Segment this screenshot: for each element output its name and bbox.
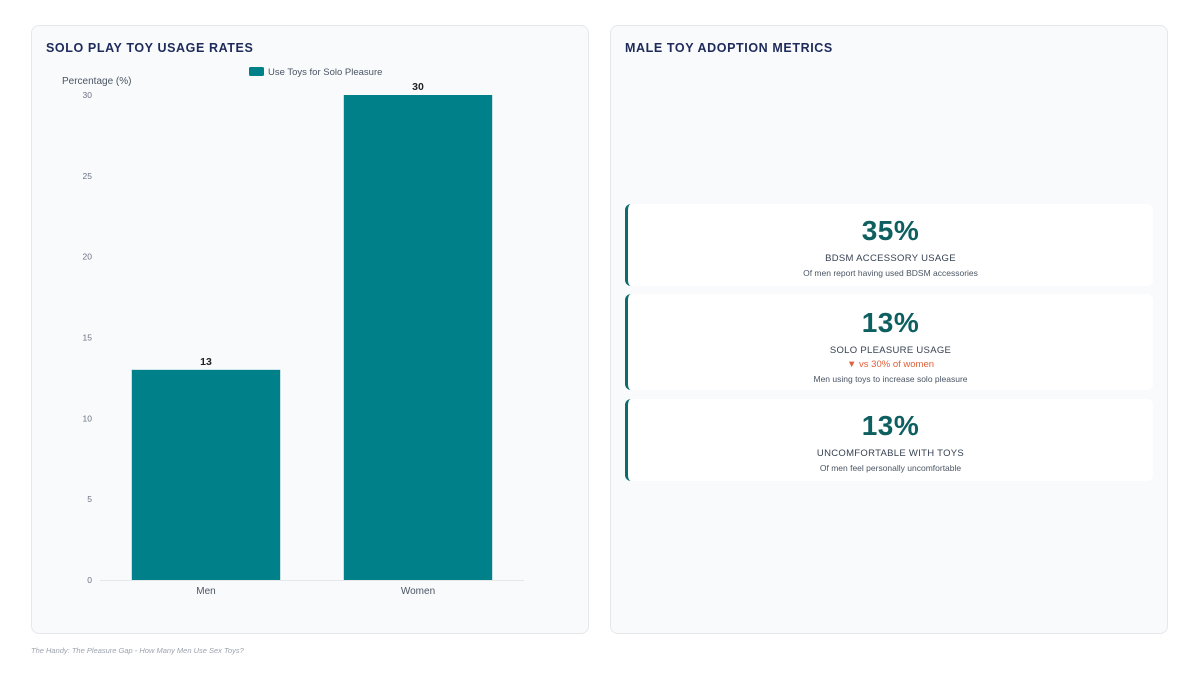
source-note: The Handy: The Pleasure Gap - How Many M… (31, 646, 244, 655)
metric-description: Of men report having used BDSM accessori… (803, 268, 978, 278)
y-tick-label: 30 (83, 90, 93, 100)
y-tick-label: 25 (83, 171, 93, 181)
chart-panel: SOLO PLAY TOY USAGE RATES Use Toys for S… (31, 25, 589, 634)
metric-value: 13% (861, 410, 920, 441)
legend-label: Use Toys for Solo Pleasure (268, 67, 382, 78)
y-tick-label: 10 (83, 413, 93, 423)
bar (343, 95, 493, 580)
x-tick-label: Men (196, 586, 215, 597)
chart-title: SOLO PLAY TOY USAGE RATES (46, 41, 254, 55)
legend-swatch (249, 67, 264, 76)
y-tick-label: 20 (83, 252, 93, 262)
bar-value-label: 30 (412, 81, 424, 93)
metric-card-solo: 13% SOLO PLEASURE USAGE ▼ vs 30% of wome… (625, 294, 1153, 390)
x-tick-label: Women (401, 586, 435, 597)
metric-value: 35% (861, 215, 920, 246)
y-tick-label: 15 (83, 333, 93, 343)
metric-card-uncomfortable: 13% UNCOMFORTABLE WITH TOYS Of men feel … (625, 399, 1153, 481)
y-tick-label: 0 (87, 575, 92, 585)
metric-description: Men using toys to increase solo pleasure (813, 374, 968, 384)
metric-value: 13% (861, 307, 920, 338)
bar-value-label: 13 (200, 356, 212, 368)
metric-label: BDSM ACCESSORY USAGE (825, 253, 956, 264)
bar-chart: Use Toys for Solo Pleasure Percentage (%)… (62, 67, 524, 597)
metric-description: Of men feel personally uncomfortable (819, 463, 962, 473)
y-axis-label: Percentage (%) (62, 76, 131, 87)
metric-card-bdsm: 35% BDSM ACCESSORY USAGE Of men report h… (625, 204, 1153, 286)
metric-comparison: ▼ vs 30% of women (846, 359, 935, 370)
metrics-title: MALE TOY ADOPTION METRICS (625, 41, 833, 55)
y-tick-label: 5 (87, 494, 92, 504)
metric-label: SOLO PLEASURE USAGE (829, 345, 952, 356)
metrics-panel: MALE TOY ADOPTION METRICS 35% BDSM ACCES… (610, 25, 1168, 634)
metric-label: UNCOMFORTABLE WITH TOYS (816, 448, 965, 459)
bar (131, 369, 281, 580)
